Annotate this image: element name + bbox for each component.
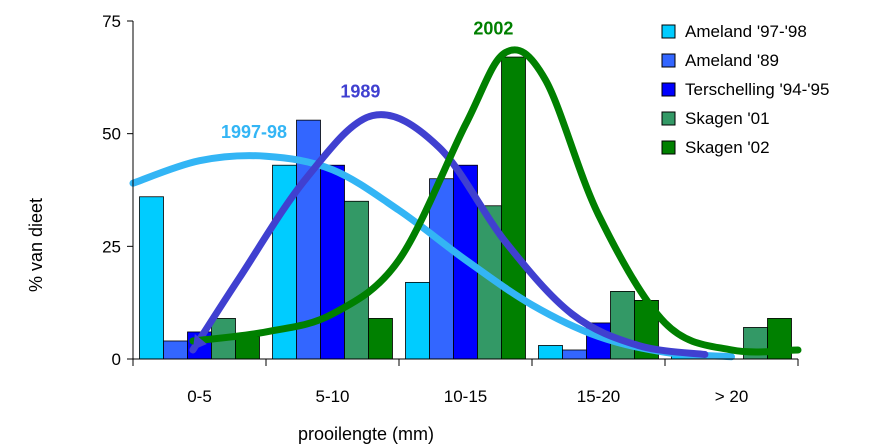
bar xyxy=(405,281,430,360)
x-tick-label: > 20 xyxy=(715,387,749,406)
curves: 1997-98 1989 2002 xyxy=(129,19,802,361)
curve-arrowhead xyxy=(192,333,207,350)
fit-curve xyxy=(189,46,802,356)
bar xyxy=(538,345,563,360)
legend-swatch xyxy=(661,53,676,68)
y-tick-label: 75 xyxy=(102,12,121,31)
axes: 0 25 50 75 0-5 5-10 10-15 15-20 > 20 xyxy=(102,12,799,406)
legend-label: Terschelling '94-'95 xyxy=(685,80,829,99)
legend-label: Skagen '02 xyxy=(685,138,770,157)
y-tick-label: 0 xyxy=(112,350,121,369)
bar xyxy=(501,56,526,360)
legend-swatch xyxy=(661,140,676,155)
x-tick-label: 5-10 xyxy=(315,387,349,406)
x-tick-label: 0-5 xyxy=(187,387,212,406)
legend-swatch xyxy=(661,111,676,126)
bar xyxy=(344,200,369,360)
bar xyxy=(368,318,393,360)
bar xyxy=(235,336,260,360)
x-tick-label: 15-20 xyxy=(577,387,620,406)
fit-curve xyxy=(189,111,709,358)
bar xyxy=(163,340,188,360)
curve-label: 1989 xyxy=(340,82,380,102)
bar xyxy=(429,178,454,360)
bars xyxy=(139,56,792,360)
legend-label: Ameland '89 xyxy=(685,51,779,70)
curve-label: 2002 xyxy=(473,19,513,39)
x-tick-label: 10-15 xyxy=(444,387,487,406)
legend-swatch xyxy=(661,24,676,39)
bar xyxy=(562,349,587,360)
y-tick-label: 25 xyxy=(102,237,121,256)
y-axis-title: % van dieet xyxy=(26,198,46,292)
curve-label: 1997-98 xyxy=(221,122,287,142)
legend-label: Skagen '01 xyxy=(685,109,770,128)
x-axis-title: prooilengte (mm) xyxy=(298,424,434,444)
bar xyxy=(320,164,345,360)
legend: Ameland '97-'98 Ameland '89 Terschelling '… xyxy=(661,22,829,157)
bar xyxy=(139,196,164,360)
legend-label: Ameland '97-'98 xyxy=(685,22,807,41)
y-tick-label: 50 xyxy=(102,125,121,144)
legend-swatch xyxy=(661,82,676,97)
